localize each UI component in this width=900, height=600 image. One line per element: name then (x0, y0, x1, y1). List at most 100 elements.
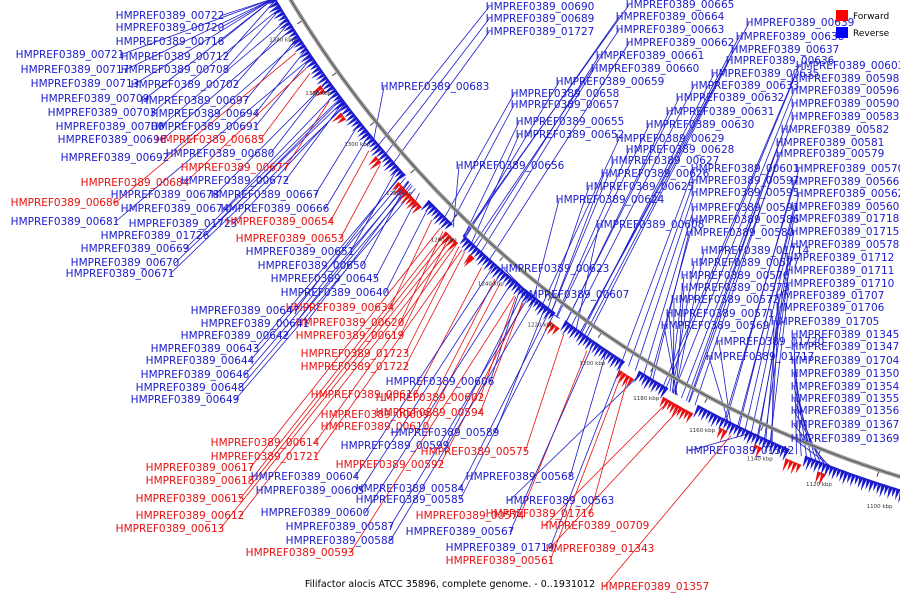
forward-gene-label: HMPREF0389_00618 (146, 475, 255, 487)
connector-line (314, 122, 360, 196)
reverse-gene-label: HMPREF0389_00638 (736, 31, 845, 43)
connector-line (649, 219, 695, 380)
connector-line (672, 90, 795, 394)
connector-line (254, 49, 307, 115)
connector-line (551, 160, 615, 313)
reverse-gene-label: HMPREF0389_00644 (146, 355, 255, 367)
legend: Forward Reverse (836, 10, 890, 39)
reverse-gene-mark (813, 459, 820, 473)
reverse-gene-mark (283, 23, 294, 32)
reverse-gene-label: HMPREF0389_01725 (129, 218, 238, 230)
reverse-gene-mark (497, 271, 508, 283)
reverse-gene-label: HMPREF0389_00628 (626, 144, 735, 156)
reverse-gene-mark (332, 94, 342, 102)
connector-line (359, 271, 503, 492)
connector-line (224, 92, 337, 210)
reverse-gene-label: HMPREF0389_00586 (691, 214, 800, 226)
reverse-gene-label: HMPREF0389_00659 (556, 76, 665, 88)
connector-line (769, 283, 790, 443)
reverse-gene-label: HMPREF0389_00597 (691, 175, 800, 187)
reverse-gene-mark (715, 415, 723, 427)
forward-gene-mark (676, 406, 684, 417)
forward-gene-mark (669, 402, 677, 414)
reverse-gene-mark (277, 14, 288, 22)
reverse-gene-label: HMPREF0389_01711 (786, 265, 895, 277)
connector-line (249, 232, 446, 482)
reverse-gene-mark (346, 115, 359, 126)
reverse-gene-mark (511, 281, 520, 292)
tick-label: 1200 kbp (579, 361, 605, 367)
reverse-gene-mark (459, 235, 468, 245)
reverse-gene-label: HMPREF0389_00576 (681, 270, 790, 282)
reverse-gene-mark (369, 142, 381, 153)
connector-line (586, 60, 730, 339)
connector-line (204, 99, 342, 237)
forward-gene-label: HMPREF0389_01357 (601, 581, 710, 593)
reverse-gene-mark (593, 344, 603, 358)
connector-line (184, 68, 307, 184)
forward-gene-mark (671, 404, 681, 418)
reverse-gene-label: HMPREF0389_01369 (791, 433, 900, 445)
reverse-gene-mark (496, 269, 505, 279)
connector-line (314, 249, 463, 458)
connector-line (565, 111, 670, 324)
reverse-gene-label: HMPREF0389_00566 (791, 176, 900, 188)
reverse-gene-label: HMPREF0389_00572 (671, 294, 780, 306)
reverse-gene-mark (283, 27, 296, 36)
connector-line (404, 246, 460, 355)
reverse-gene-mark (849, 473, 857, 487)
forward-gene-label: HMPREF0389_01722 (301, 361, 410, 373)
connector-line (234, 22, 289, 86)
reverse-gene-label: HMPREF0389_00667 (211, 189, 320, 201)
connector-line (374, 192, 420, 280)
forward-gene-mark (678, 408, 687, 421)
reverse-gene-mark (802, 455, 810, 468)
forward-gene-mark (310, 85, 323, 96)
connector-line (254, 57, 312, 128)
connector-line (244, 181, 410, 376)
forward-gene-mark (685, 411, 694, 424)
connector-line (547, 186, 590, 310)
forward-gene-mark (755, 446, 763, 458)
connector-line (725, 181, 795, 422)
connector-line (634, 192, 695, 371)
forward-gene-label: HMPREF0389_00617 (146, 462, 255, 474)
connector-line (161, 28, 293, 141)
reverse-gene-label: HMPREF0389_01356 (791, 405, 900, 417)
connector-line (580, 73, 715, 335)
reverse-gene-label: HMPREF0389_00588 (286, 535, 395, 547)
forward-gene-mark (398, 187, 407, 197)
connector-line (549, 373, 623, 562)
reverse-gene-mark (395, 172, 406, 182)
reverse-gene-label: HMPREF0389_00595 (691, 187, 800, 199)
connector-line (159, 19, 287, 128)
reverse-gene-mark (311, 69, 324, 79)
reverse-gene-label: HMPREF0389_00563 (506, 495, 615, 507)
reverse-gene-mark (309, 62, 320, 71)
forward-gene-label: HMPREF0389_00594 (376, 407, 485, 419)
reverse-gene-mark (547, 310, 556, 320)
forward-gene-mark (369, 159, 382, 171)
forward-gene-mark (404, 196, 415, 206)
forward-gene-mark (719, 429, 728, 442)
forward-gene-label: HMPREF0389_00634 (286, 302, 395, 314)
reverse-gene-mark (823, 464, 831, 478)
connector-line (124, 0, 272, 71)
connector-line (708, 356, 729, 424)
connector-line (479, 301, 523, 414)
forward-gene-label: HMPREF0389_01723 (301, 348, 410, 360)
forward-gene-label: HMPREF0389_00684 (81, 177, 190, 189)
connector-line (603, 435, 732, 588)
tick-label: 1240 kbp (478, 282, 504, 288)
connector-line (224, 0, 276, 58)
reverse-gene-label: HMPREF0389_01367 (791, 419, 900, 431)
connector-line (738, 206, 795, 429)
connector-line (589, 377, 629, 515)
reverse-gene-mark (293, 40, 305, 48)
reverse-gene-mark (534, 300, 544, 312)
reverse-gene-label: HMPREF0389_00635 (711, 68, 820, 80)
reverse-gene-label: HMPREF0389_00703 (48, 107, 157, 119)
reverse-gene-label: HMPREF0389_01706 (776, 302, 885, 314)
reverse-gene-label: HMPREF0389_00639 (746, 17, 855, 29)
reverse-gene-mark (873, 481, 879, 492)
